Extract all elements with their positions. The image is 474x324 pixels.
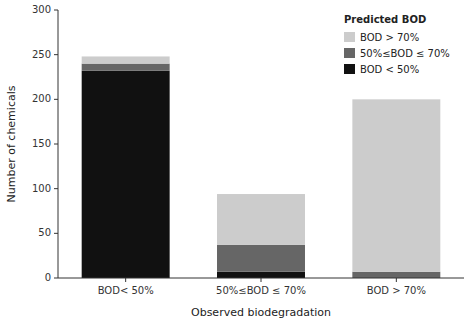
y-tick xyxy=(54,144,58,145)
y-axis-label: Number of chemicals xyxy=(5,85,18,202)
bar-segment xyxy=(217,272,305,278)
chart-container: 0 50 100 150 200 250 300 BOD< 50% 50%≤BOD ≤ 70% B… xyxy=(0,0,474,324)
y-tick-label: 300 xyxy=(32,4,51,15)
legend-swatch xyxy=(344,48,355,58)
legend-label: BOD < 50% xyxy=(360,64,419,75)
bar-segment xyxy=(352,99,440,271)
x-tick-label: BOD< 50% xyxy=(98,285,154,296)
bars xyxy=(82,56,441,278)
bar-segment xyxy=(217,194,305,245)
chart-svg: 0 50 100 150 200 250 300 BOD< 50% 50%≤BOD ≤ 70% B… xyxy=(0,0,474,324)
x-tick-label: 50%≤BOD ≤ 70% xyxy=(216,285,306,296)
y-tick-label: 100 xyxy=(32,183,51,194)
y-tick-label: 150 xyxy=(32,138,51,149)
legend-label: 50%≤BOD ≤ 70% xyxy=(360,48,450,59)
y-tick-label: 200 xyxy=(32,93,51,104)
y-tick-label: 250 xyxy=(32,49,51,60)
x-axis-label: Observed biodegradation xyxy=(191,306,331,319)
legend-swatch xyxy=(344,32,355,42)
y-tick xyxy=(54,54,58,55)
y-tick xyxy=(54,278,58,279)
bar-segment xyxy=(82,56,170,63)
y-tick xyxy=(54,99,58,100)
x-tick xyxy=(125,278,126,282)
legend-title: Predicted BOD xyxy=(344,14,426,25)
bar-segment xyxy=(82,71,170,278)
bar-segment xyxy=(217,245,305,272)
y-tick-label: 0 xyxy=(45,272,51,283)
legend-label: BOD > 70% xyxy=(360,32,419,43)
y-tick xyxy=(54,233,58,234)
legend-swatch xyxy=(344,64,355,74)
x-tick xyxy=(261,278,262,282)
x-tick xyxy=(396,278,397,282)
y-tick-label: 50 xyxy=(38,227,51,238)
x-tick-label: BOD > 70% xyxy=(367,285,426,296)
y-tick xyxy=(54,10,58,11)
bar-segment xyxy=(82,64,170,71)
bar-segment xyxy=(352,272,440,278)
legend: Predicted BOD BOD > 70% 50%≤BOD ≤ 70% BOD <… xyxy=(344,14,450,75)
y-tick xyxy=(54,188,58,189)
